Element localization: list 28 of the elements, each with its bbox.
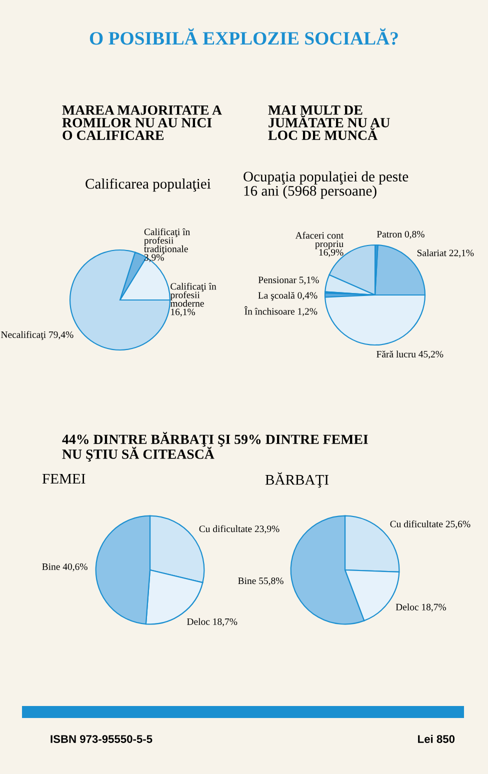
chart-title: MAI MULT DE JUMĂTATE NU AU LOC DE MUNCĂ	[268, 105, 390, 140]
slice-label: Pensionar 5,1%	[258, 276, 319, 285]
slice-label: Calificaţi în profesii tradiţionale	[144, 228, 190, 254]
slice-label: Patron 0,8%	[376, 230, 424, 239]
slice-label: Deloc 18,7%	[396, 604, 446, 612]
slice-label: Fără lucru 45,2%	[376, 350, 444, 359]
slice-label: Necalificaţi 79,4%	[1, 330, 74, 340]
slice-label: Cu dificultate 25,6%	[390, 520, 470, 529]
slice-label: Salariat 22,1%	[417, 249, 474, 258]
chart-subtitle: Calificarea populaţiei	[86, 178, 211, 192]
text: O POSIBILĂ EXPLOZIE SOCIALĂ?	[90, 28, 398, 45]
slice-label: Bine 40,6%	[42, 563, 88, 572]
chart-subtitle: BĂRBAŢI	[265, 472, 328, 488]
text: ISBN 973-95550-5-5	[50, 735, 152, 743]
slice-label: Deloc 18,7%	[187, 618, 238, 626]
slice-label: Cu dificultate 23,9%	[199, 525, 280, 534]
text: Lei 850	[418, 734, 455, 743]
slice-label: Calificaţi în profesii moderne	[170, 282, 216, 307]
chart-title: 44% DINTRE BĂRBAŢI ŞI 59% DINTRE FEMEI NU ŞTIU SĂ CITEASCĂ	[62, 432, 368, 462]
chart-subtitle: Ocupaţia populaţiei de peste 16 ani (5968 persoane)	[244, 171, 408, 199]
slice-label: În închisoare 1,2%	[244, 306, 318, 316]
data-label: 16,1%	[171, 308, 195, 317]
data-label: 16,9%	[319, 249, 344, 258]
chart-title: MAREA MAJORITATE A ROMILOR NU AU NICI O CALIFICARE	[62, 105, 222, 140]
slice-label: La şcoală 0,4%	[258, 292, 318, 301]
slice-label: Afaceri cont propriu	[295, 232, 344, 250]
chart-subtitle: FEMEI	[42, 474, 86, 484]
slice-label: Bine 55,8%	[238, 578, 284, 586]
